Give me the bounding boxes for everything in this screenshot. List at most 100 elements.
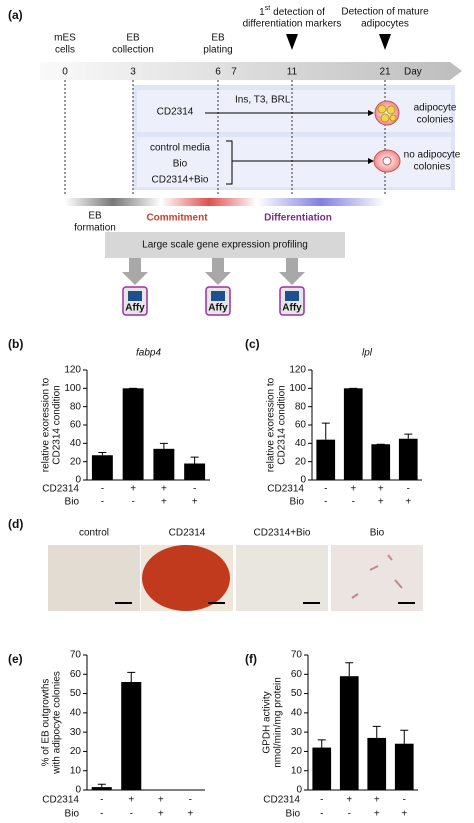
y-tick-label: 120 [289, 365, 306, 376]
panel-label: (b) [8, 337, 23, 351]
event-label: cells [55, 45, 75, 56]
bar [339, 676, 359, 790]
y-tick-label: 0 [75, 475, 81, 486]
treatment-name: Bio [290, 497, 305, 508]
y-tick-label: 40 [70, 707, 82, 718]
outcome: colonies [417, 115, 454, 126]
error-bar [127, 671, 136, 682]
outcome: colonies [414, 162, 451, 173]
day-number: 21 [379, 67, 391, 78]
error-bar [372, 725, 381, 738]
bar [394, 743, 414, 790]
y-tick-label: 50 [291, 688, 303, 699]
treatment-sign: - [324, 497, 327, 508]
treatment-sign: + [401, 809, 407, 820]
panel-label: (c) [245, 337, 260, 351]
bracket-arrow [226, 140, 368, 185]
y-axis-label: % of EB outgrowths [41, 679, 52, 767]
y-axis-label: GPDH activity [262, 691, 273, 753]
treatment-sign: - [320, 795, 323, 806]
micrograph-label: CD2314 [169, 528, 206, 539]
y-tick-label: 40 [70, 438, 82, 449]
phase: formation [74, 223, 116, 234]
outcome: adipocyte [414, 103, 457, 114]
treatment-sign: + [161, 497, 167, 508]
error-bar [400, 729, 409, 744]
panel-label: (a) [8, 8, 23, 22]
error-bar [98, 452, 107, 456]
treatment-sign: - [320, 809, 323, 820]
lipid-droplets [377, 104, 397, 123]
treatment-sign: - [352, 497, 355, 508]
treatment-name: CD2314 [267, 484, 304, 495]
chart-title: fabp4 [136, 348, 161, 359]
panel-label: (e) [8, 652, 23, 666]
treatment-name: CD2314 [42, 795, 79, 806]
marker [379, 34, 391, 50]
day-lines [64, 80, 386, 195]
down-arrows [122, 258, 305, 285]
treatment-name: CD2314 [263, 795, 300, 806]
y-axis-label: CD2314 condition [277, 385, 288, 465]
marker [286, 34, 298, 50]
event-label: differentiation markers [243, 19, 342, 30]
y-tick-label: 20 [70, 456, 82, 467]
y-tick-label: 0 [300, 475, 306, 486]
stain-spots [351, 554, 403, 599]
micrograph [331, 545, 423, 611]
day-number: 3 [130, 67, 136, 78]
chip: Affy [279, 286, 305, 316]
treatment-sign: + [158, 809, 164, 820]
chip: Affy [122, 286, 148, 316]
micrograph-label: control [79, 528, 109, 539]
y-tick-label: 60 [70, 420, 82, 431]
event-label: collection [112, 45, 154, 56]
treatment-sign: + [161, 484, 167, 495]
y-tick-label: 20 [70, 746, 82, 757]
y-axis-label: nmol/min/mg protein [273, 677, 284, 768]
bar [153, 448, 175, 480]
bar [91, 787, 112, 790]
adipocyte-stain [142, 545, 230, 611]
treatment-sign: + [374, 809, 380, 820]
y-axis-label: CD2314 condition [52, 385, 63, 465]
bar [371, 444, 391, 480]
error-bar [321, 422, 330, 440]
panel-label: (d) [8, 517, 23, 531]
event-label: 1st detection of [259, 5, 325, 18]
treatment-sign: + [192, 497, 198, 508]
treatment-name: Bio [286, 809, 301, 820]
y-tick-label: 60 [295, 420, 307, 431]
event-label: Detection of mature [341, 7, 429, 18]
y-tick-label: 80 [295, 401, 307, 412]
y-tick-label: 120 [64, 365, 81, 376]
treatment-sign: - [348, 809, 351, 820]
profiling-box [105, 232, 345, 258]
error-bar [317, 739, 326, 748]
treatment-name: Bio [65, 497, 80, 508]
y-tick-label: 80 [70, 401, 82, 412]
chip-label: Affy [208, 303, 228, 314]
treatment-sign: + [187, 809, 193, 820]
event-label: EB [126, 33, 140, 44]
y-axis-label: relative exoression to [266, 377, 277, 472]
bar [122, 388, 144, 480]
day-number: 6 [215, 67, 221, 78]
bar [91, 455, 113, 480]
treatment-sign: - [324, 484, 327, 495]
treatment-sign: + [158, 795, 164, 806]
bar [316, 439, 336, 480]
y-tick-label: 20 [295, 456, 307, 467]
y-tick-label: 0 [75, 785, 81, 796]
y-tick-label: 70 [70, 650, 82, 661]
treatment-sign: - [403, 795, 406, 806]
treatment: control media [150, 143, 210, 154]
chart-title: lpl [362, 348, 373, 359]
treatment: Bio [173, 159, 188, 170]
treatment-sign: - [101, 484, 104, 495]
bar [184, 463, 206, 480]
bar [121, 682, 142, 790]
y-tick-label: 10 [70, 765, 82, 776]
arrow-head [368, 158, 374, 164]
